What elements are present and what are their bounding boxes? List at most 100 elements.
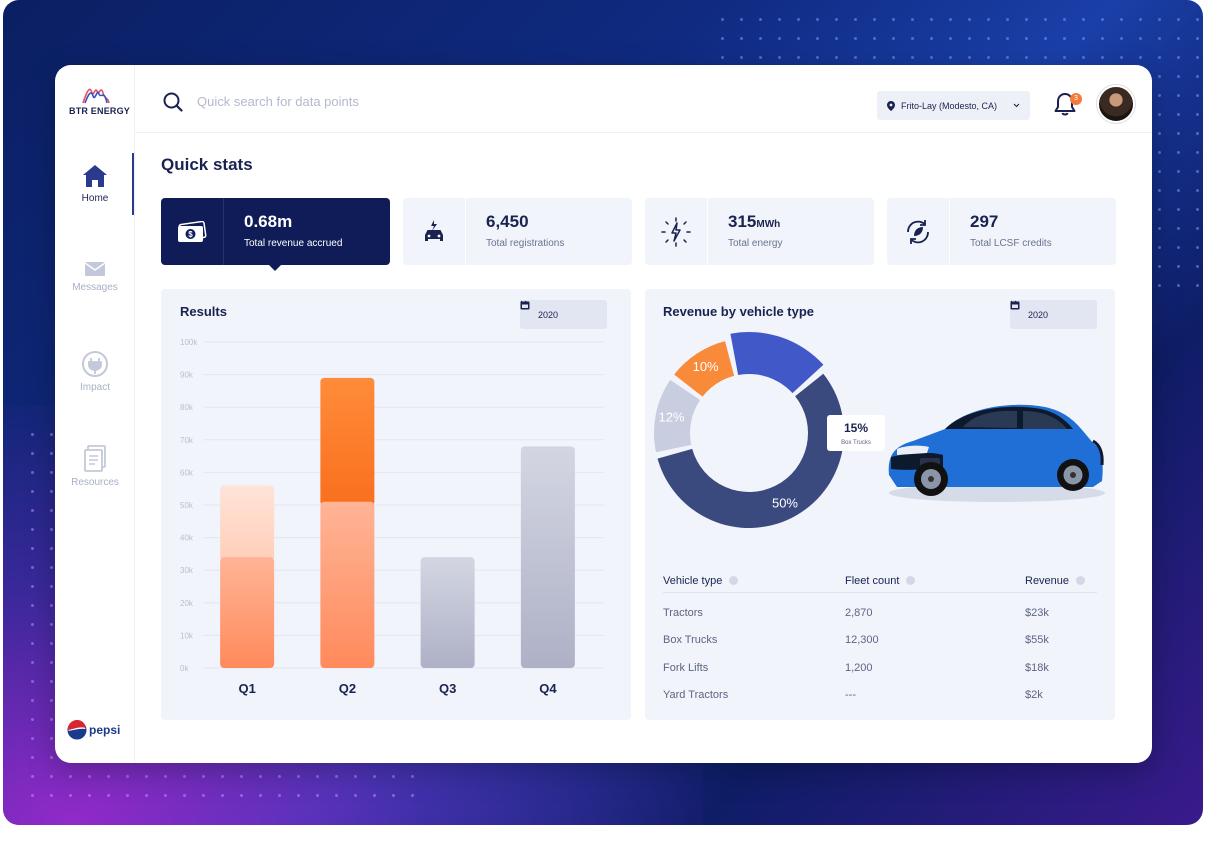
chevron-down-icon: [520, 300, 527, 305]
slice-label: 50%: [772, 495, 798, 510]
sidebar-item-label: Messages: [72, 282, 118, 293]
home-icon: [83, 165, 107, 187]
donut-slice[interactable]: [730, 332, 824, 394]
table-cell: $2k: [1025, 689, 1043, 702]
brand-logo[interactable]: BTR ENERGY: [69, 83, 131, 116]
vehicle-revenue-table: Vehicle type Fleet count Revenue Tractor…: [663, 569, 1097, 709]
donut-slice[interactable]: [657, 373, 844, 528]
donut-slice[interactable]: [654, 379, 701, 453]
energy-bolt-icon: [661, 216, 691, 247]
notification-badge: 3: [1070, 93, 1082, 105]
money-icon: $: [178, 220, 207, 242]
stat-label: Total energy: [728, 238, 783, 249]
table-cell: ---: [845, 689, 856, 702]
results-panel: Results 2020 0k 10k 20k 30k 40k 50k 60k 70k 80k 9…: [161, 289, 631, 720]
document-icon: [84, 445, 106, 472]
brand-name: BTR ENERGY: [69, 106, 131, 116]
y-tick-label: 20k: [180, 599, 194, 608]
sidebar-item-impact[interactable]: Impact: [55, 350, 135, 393]
dashboard-window: BTR ENERGY Home Messages Impact: [55, 65, 1152, 763]
y-tick-label: 0k: [180, 664, 189, 673]
stat-card-energy[interactable]: 315MWh Total energy: [645, 198, 874, 265]
sidebar-item-label: Impact: [79, 382, 110, 393]
table-cell: $23k: [1025, 606, 1049, 619]
location-value: Frito-Lay (Modesto, CA): [901, 100, 998, 111]
bar-segment-lower[interactable]: [220, 557, 275, 668]
y-tick-label: 70k: [180, 436, 194, 445]
table-row[interactable]: Fork Lifts 1,200 $18k: [663, 654, 1097, 682]
search-icon[interactable]: [163, 92, 183, 112]
stat-unit: MWh: [756, 219, 781, 230]
sidebar-item-resources[interactable]: Resources: [55, 445, 135, 488]
table-row[interactable]: Box Trucks 12,300 $55k: [663, 627, 1097, 655]
y-tick-label: 80k: [180, 403, 194, 412]
stat-value: 315: [728, 212, 757, 231]
stat-label: Total LCSF credits: [970, 238, 1052, 249]
info-icon[interactable]: [906, 576, 916, 586]
year-value: 2020: [538, 309, 559, 320]
pepsi-globe-icon: [67, 720, 87, 740]
table-cell: 2,870: [845, 606, 873, 619]
y-tick-label: 50k: [180, 501, 194, 510]
x-tick-label: Q2: [339, 681, 356, 696]
slice-label: 15%: [844, 421, 868, 435]
y-tick-label: 30k: [180, 566, 194, 575]
y-tick-label: 40k: [180, 534, 194, 543]
column-header: Revenue: [1025, 574, 1070, 587]
slice-label: 12%: [658, 410, 684, 425]
stat-label: Total registrations: [486, 238, 565, 249]
table-cell: Tractors: [663, 606, 703, 619]
stat-card-registrations[interactable]: 6,450 Total registrations: [403, 198, 632, 265]
table-row[interactable]: Yard Tractors --- $2k: [663, 682, 1097, 710]
electric-car-illustration: [888, 404, 1105, 502]
svg-text:$: $: [188, 230, 193, 239]
info-icon[interactable]: [729, 576, 739, 586]
table-header: Vehicle type Fleet count Revenue: [663, 569, 1097, 593]
y-tick-label: 60k: [180, 468, 194, 477]
bar-segment-lower[interactable]: [420, 557, 475, 668]
bar-segment-lower[interactable]: [520, 446, 575, 668]
year-select[interactable]: 2020: [520, 300, 607, 329]
panel-title: Revenue by vehicle type: [663, 304, 815, 319]
stat-card-lcsf-credits[interactable]: 297 Total LCSF credits: [887, 198, 1116, 265]
bar-segment-upper[interactable]: [220, 485, 275, 562]
table-cell: 1,200: [845, 661, 873, 674]
x-tick-label: Q1: [238, 681, 255, 696]
location-select[interactable]: Frito-Lay (Modesto, CA): [877, 91, 1030, 120]
table-row[interactable]: Tractors 2,870 $23k: [663, 599, 1097, 627]
bar-segment-upper[interactable]: [320, 377, 375, 506]
year-select[interactable]: 2020: [1010, 300, 1097, 329]
stat-card-revenue[interactable]: $ 0.68m Total revenue accrued: [161, 198, 390, 271]
location-pin-icon: [887, 100, 895, 111]
plug-icon: [82, 351, 108, 377]
revenue-panel: Revenue by vehicle type 2020 10% 15% Box T…: [645, 289, 1115, 720]
sidebar-item-messages[interactable]: Messages: [55, 260, 135, 293]
avatar[interactable]: [1097, 85, 1135, 123]
slice-callout: [827, 415, 885, 451]
table-cell: $55k: [1025, 634, 1049, 647]
stat-label: Total revenue accrued: [244, 238, 343, 249]
bar-segment-lower[interactable]: [320, 501, 375, 668]
info-icon[interactable]: [1076, 576, 1086, 586]
stat-value: 0.68m: [244, 212, 293, 231]
sidebar-item-home[interactable]: Home: [55, 163, 135, 204]
recycle-leaf-icon: [907, 219, 929, 244]
y-tick-label: 90k: [180, 371, 194, 380]
x-tick-label: Q3: [439, 681, 456, 696]
column-header: Vehicle type: [663, 574, 723, 587]
sidebar-item-label: Home: [81, 193, 109, 204]
active-nav-indicator: [132, 153, 134, 215]
envelope-icon: [84, 262, 106, 276]
y-tick-label: 100k: [180, 338, 198, 347]
partner-name: pepsi: [89, 723, 121, 737]
chevron-down-icon: [1013, 103, 1020, 108]
table-cell: Yard Tractors: [663, 689, 729, 702]
top-bar: Frito-Lay (Modesto, CA) 3: [135, 65, 1152, 133]
slice-sublabel: Box Trucks: [841, 440, 871, 446]
charging-car-icon: [425, 219, 443, 241]
bell-icon[interactable]: [1053, 91, 1077, 117]
sidebar-item-label: Resources: [71, 477, 119, 488]
search-input[interactable]: [197, 89, 597, 113]
section-title: Quick stats: [161, 155, 253, 174]
donut-slice[interactable]: [674, 341, 735, 397]
